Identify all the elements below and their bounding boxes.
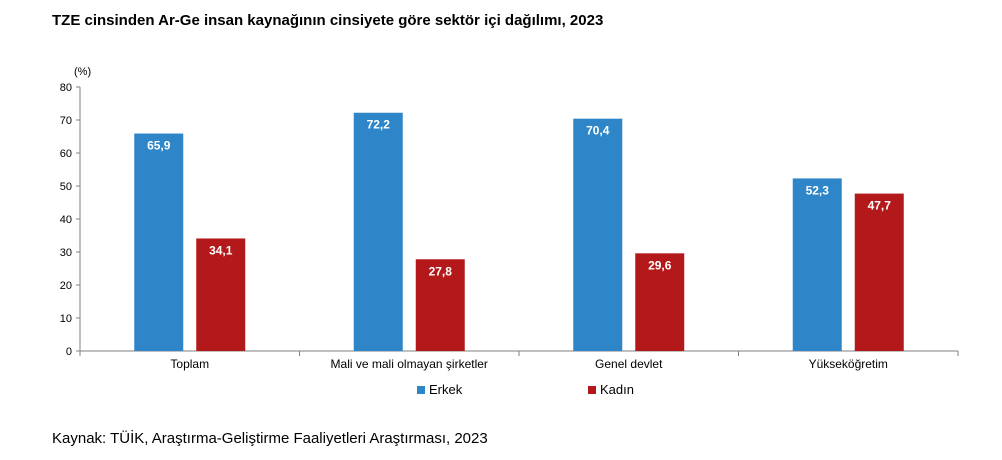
bar-erkek <box>134 133 184 351</box>
bar-erkek <box>353 112 403 352</box>
y-tick-label: 0 <box>66 346 72 358</box>
bar-kadın <box>196 238 246 351</box>
y-tick-label: 50 <box>60 181 72 193</box>
y-tick-label: 40 <box>60 214 72 226</box>
y-tick-label: 30 <box>60 247 72 259</box>
bar-value-label: 47,7 <box>868 199 892 213</box>
x-category-label: Toplam <box>170 357 209 371</box>
y-tick-label: 60 <box>60 148 72 160</box>
bar-value-label: 27,8 <box>429 264 453 278</box>
bar-value-label: 52,3 <box>806 183 830 197</box>
bar-value-label: 72,2 <box>367 118 391 132</box>
bar-value-label: 65,9 <box>147 139 171 153</box>
chart-title: TZE cinsinden Ar-Ge insan kaynağının cin… <box>52 12 604 29</box>
x-category-label: Yükseköğretim <box>809 357 888 371</box>
y-tick-label: 70 <box>60 115 72 127</box>
legend-swatch-kadın <box>588 386 596 394</box>
legend-label-kadın: Kadın <box>600 382 634 397</box>
bar-kadın <box>854 193 904 351</box>
x-category-label: Mali ve mali olmayan şirketler <box>331 357 488 371</box>
y-tick-label: 80 <box>60 82 72 94</box>
bar-value-label: 34,1 <box>209 243 233 257</box>
bar-kadın <box>415 259 465 351</box>
bar-erkek <box>792 178 842 351</box>
bar-value-label: 70,4 <box>586 124 610 138</box>
y-tick-label: 20 <box>60 280 72 292</box>
legend-swatch-erkek <box>417 386 425 394</box>
bar-value-label: 29,6 <box>648 258 672 272</box>
bar-erkek <box>573 118 623 352</box>
y-tick-label: 10 <box>60 313 72 325</box>
legend-label-erkek: Erkek <box>429 382 463 397</box>
y-axis-unit-label: (%) <box>74 66 91 78</box>
x-category-label: Genel devlet <box>595 357 663 371</box>
bar-kadın <box>635 253 685 351</box>
source-note: Kaynak: TÜİK, Araştırma-Geliştirme Faali… <box>52 430 488 447</box>
